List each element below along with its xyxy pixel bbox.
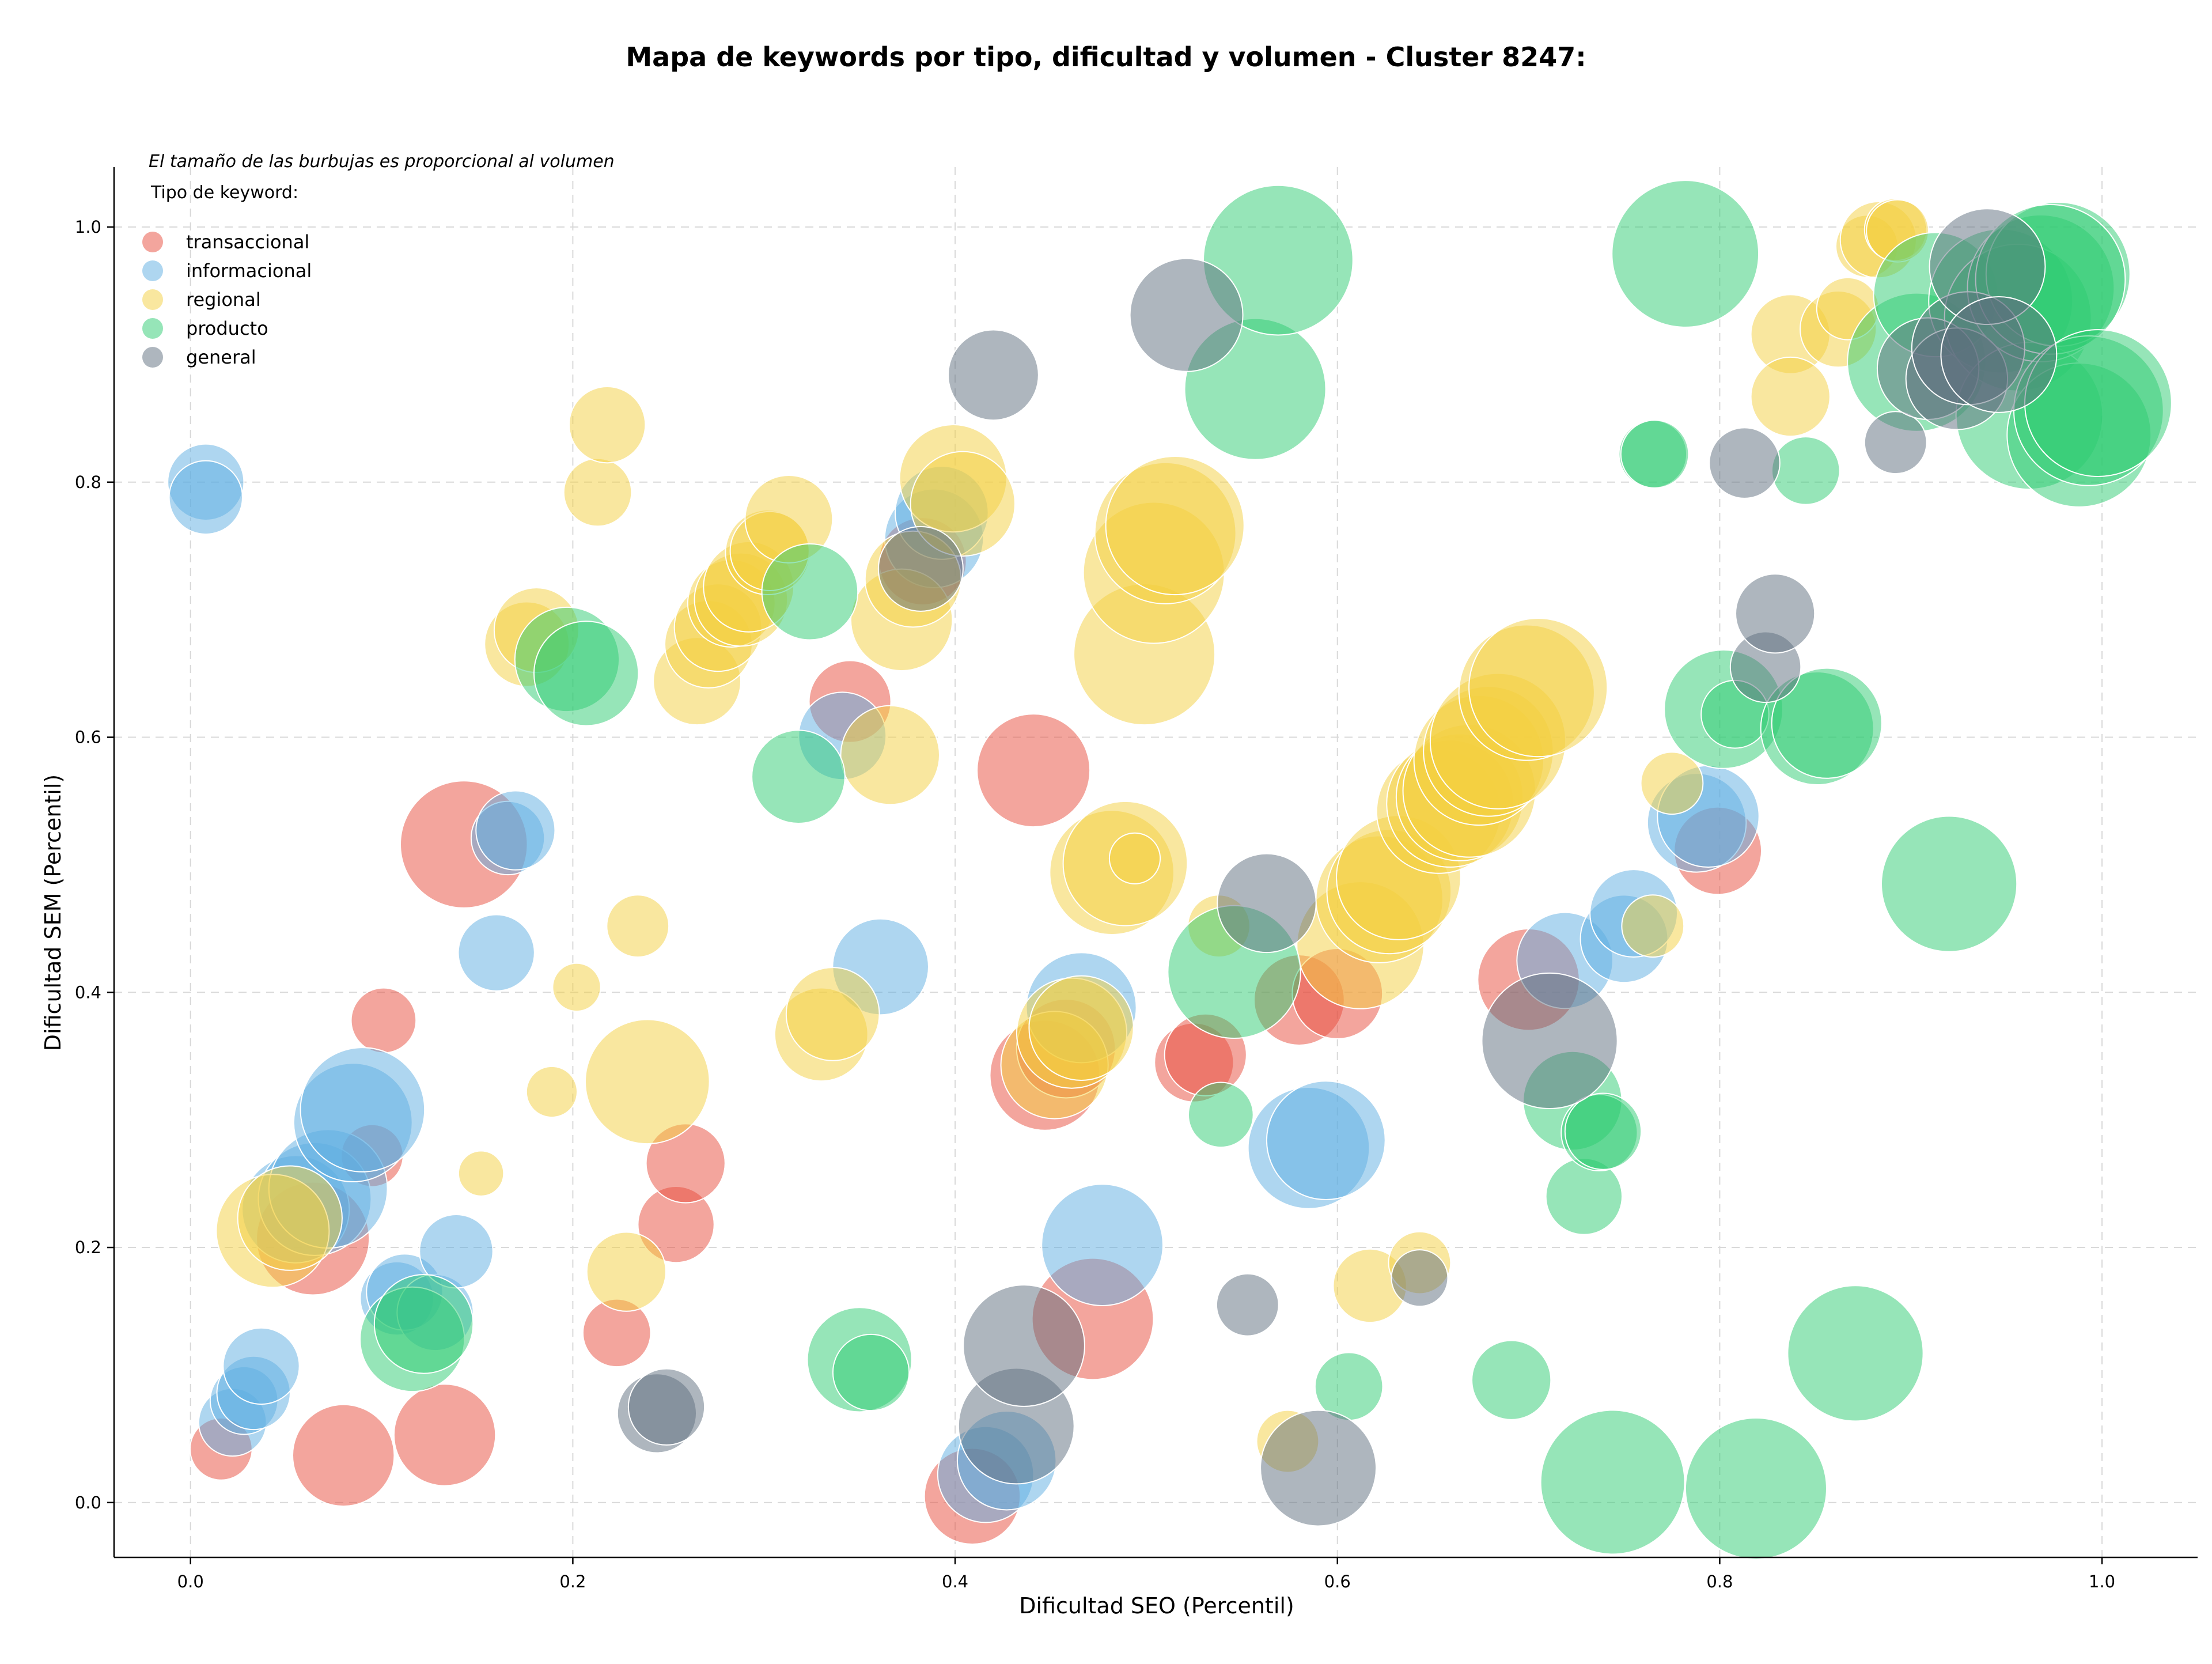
- bubble-general: [1735, 573, 1816, 654]
- bubble-transaccional: [292, 1404, 395, 1507]
- x-axis-label: Dificultad SEO (Percentil): [1019, 1593, 1294, 1618]
- bubble-general: [1481, 972, 1618, 1110]
- bubble-informacional: [1266, 1080, 1386, 1200]
- bubble-informacional: [457, 914, 535, 992]
- y-tick-label: 0.4: [75, 982, 101, 1002]
- legend-label-transaccional: transaccional: [186, 231, 309, 253]
- bubble-producto: [1881, 815, 2018, 952]
- bubble-regional: [585, 1019, 710, 1145]
- bubble-regional: [606, 894, 670, 958]
- bubble-producto: [1187, 1081, 1254, 1148]
- chart-title: Mapa de keywords por tipo, dificultad y …: [626, 41, 1586, 73]
- y-tick-label: 1.0: [75, 217, 101, 237]
- bubble-informacional: [168, 460, 243, 535]
- bubble-producto: [1471, 1340, 1552, 1420]
- y-tick-label: 0.0: [75, 1493, 101, 1512]
- bubble-informacional: [300, 1047, 426, 1173]
- legend-label-general: general: [186, 346, 256, 368]
- axes: 0.0 0.2 0.4 0.6 0.8 1.0 0.0 0.2 0.4 0.6 0.8 1.0: [75, 167, 2198, 1591]
- bubble-regional: [563, 457, 632, 527]
- bubble-transaccional: [393, 1383, 497, 1487]
- bubble-producto: [1203, 184, 1354, 336]
- bubble-general: [877, 525, 964, 612]
- x-tick-label: 0.0: [177, 1572, 204, 1591]
- bubble-regional: [1108, 832, 1161, 884]
- bubble-producto: [373, 1274, 474, 1374]
- y-tick-label: 0.8: [75, 472, 101, 492]
- bubble-layer: [167, 180, 2172, 1560]
- legend-marker-regional: [142, 289, 163, 310]
- bubble-transaccional: [976, 713, 1091, 828]
- bubble-regional: [568, 386, 646, 464]
- bubble-general: [1129, 258, 1244, 372]
- bubble-regional: [1640, 751, 1704, 815]
- bubble-regional: [586, 1231, 666, 1312]
- legend-marker-transaccional: [142, 232, 163, 252]
- bubble-regional: [1621, 894, 1685, 958]
- bubble-regional: [1750, 356, 1831, 437]
- bubble-general: [963, 1284, 1085, 1407]
- x-tick-label: 0.8: [1706, 1572, 1733, 1591]
- bubble-producto: [1540, 1409, 1685, 1555]
- x-tick-label: 0.2: [559, 1572, 586, 1591]
- legend-marker-producto: [142, 318, 163, 339]
- bubble-producto: [533, 621, 639, 727]
- bubble-regional: [525, 1065, 578, 1118]
- bubble-regional: [552, 962, 601, 1012]
- bubble-producto: [1611, 180, 1760, 328]
- bubble-producto: [1771, 436, 1840, 505]
- bubble-producto: [1684, 1417, 1827, 1560]
- bubble-producto: [751, 729, 846, 825]
- bubble-general: [627, 1368, 706, 1446]
- x-tick-label: 1.0: [2089, 1572, 2115, 1591]
- legend-title: Tipo de keyword:: [150, 183, 298, 203]
- bubble-regional: [457, 1150, 505, 1197]
- y-axis-label: Dificultad SEM (Percentil): [40, 774, 66, 1051]
- legend-label-producto: producto: [186, 317, 268, 339]
- bubble-general: [1260, 1409, 1377, 1527]
- legend-marker-general: [142, 347, 163, 368]
- bubble-general: [1940, 296, 2058, 413]
- y-tick-label: 0.6: [75, 728, 101, 747]
- bubble-producto: [761, 543, 859, 641]
- bubble-regional: [1028, 975, 1134, 1081]
- bubble-regional: [237, 1165, 343, 1271]
- bubble-general: [1215, 1273, 1279, 1337]
- legend-label-regional: regional: [186, 289, 261, 311]
- bubble-regional: [785, 967, 880, 1061]
- bubble-informacional: [475, 790, 556, 871]
- bubble-general: [948, 329, 1039, 421]
- bubble-informacional: [1041, 1183, 1164, 1306]
- bubble-producto: [1564, 1092, 1642, 1170]
- legend: transaccional informacional regional produc…: [142, 231, 312, 368]
- y-tick-label: 0.2: [75, 1238, 101, 1257]
- bubble-informacional: [222, 1327, 300, 1405]
- legend-label-informacional: informacional: [186, 260, 312, 282]
- bubble-transaccional: [350, 987, 417, 1054]
- bubble-general: [1391, 1249, 1449, 1307]
- bubble-producto: [1545, 1158, 1623, 1235]
- bubble-producto: [1787, 1285, 1924, 1422]
- bubble-producto: [1620, 419, 1690, 489]
- x-tick-label: 0.6: [1324, 1572, 1351, 1591]
- bubble-general: [1863, 411, 1927, 475]
- bubble-regional: [1468, 618, 1608, 758]
- bubble-regional: [840, 705, 940, 805]
- bubble-producto: [832, 1333, 910, 1412]
- bubble-producto: [1771, 667, 1883, 779]
- bubble-general: [1217, 853, 1317, 954]
- bubble-general: [1709, 427, 1781, 499]
- bubble-regional: [1105, 456, 1245, 596]
- x-tick-label: 0.4: [942, 1572, 968, 1591]
- size-note: El tamaño de las burbujas es proporciona…: [149, 152, 615, 172]
- legend-marker-informacional: [142, 260, 163, 281]
